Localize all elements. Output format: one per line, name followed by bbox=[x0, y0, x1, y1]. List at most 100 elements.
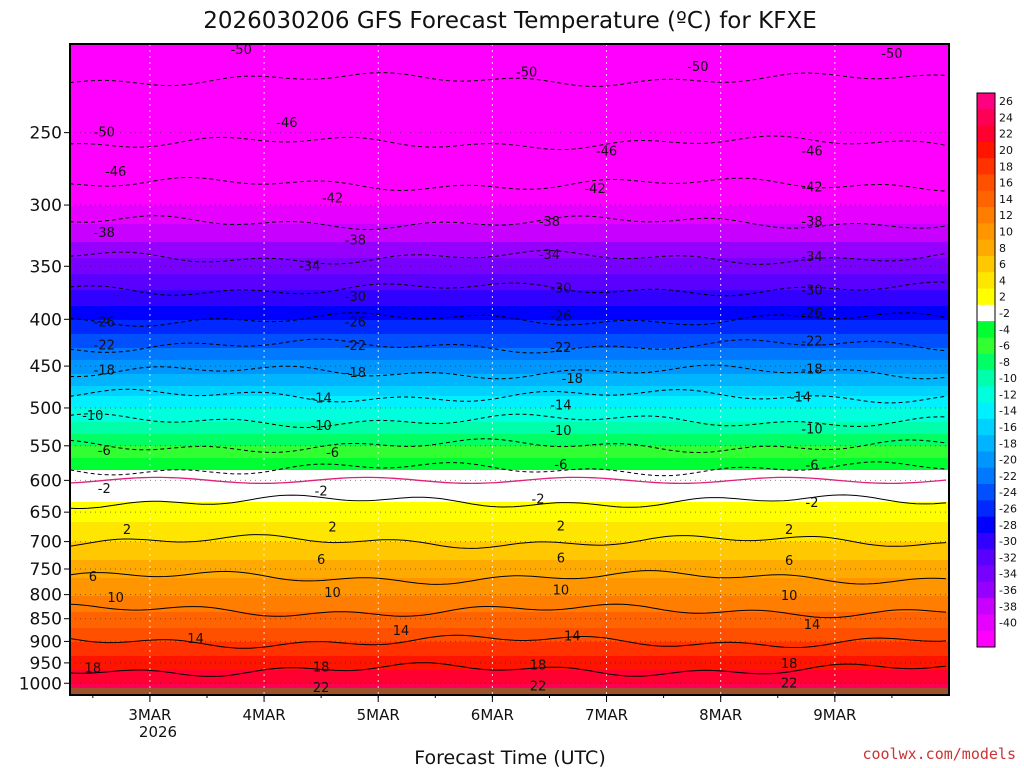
ground-layer bbox=[70, 687, 949, 695]
colorbar-swatch bbox=[977, 255, 995, 273]
colorbar-swatch bbox=[977, 272, 995, 290]
colorbar-swatch bbox=[977, 516, 995, 534]
contour-label: -34 bbox=[299, 259, 320, 274]
colorbar-label: -4 bbox=[999, 323, 1010, 336]
temperature-band bbox=[70, 422, 949, 435]
colorbar-label: -18 bbox=[999, 437, 1017, 450]
colorbar-label: -36 bbox=[999, 584, 1017, 597]
contour-label: -34 bbox=[539, 248, 560, 263]
y-tick-label: 600 bbox=[30, 471, 62, 491]
temperature-band bbox=[70, 290, 949, 307]
contour-label: -34 bbox=[801, 250, 822, 265]
y-tick-label: 750 bbox=[30, 560, 62, 580]
y-tick-label: 250 bbox=[30, 124, 62, 144]
temperature-band bbox=[70, 360, 949, 375]
contour-label: -38 bbox=[801, 215, 822, 230]
x-tick-year: 2026 bbox=[139, 723, 177, 741]
colorbar-label: -10 bbox=[999, 372, 1017, 385]
contour-label: -38 bbox=[345, 233, 366, 248]
chart-title: 2026030206 GFS Forecast Temperature (ºC)… bbox=[203, 8, 817, 34]
colorbar-label: -6 bbox=[999, 340, 1010, 353]
y-tick-label: 550 bbox=[30, 437, 62, 457]
temperature-band bbox=[70, 306, 949, 321]
contour-lines bbox=[70, 72, 947, 677]
contour-label: 10 bbox=[553, 584, 570, 599]
colorbar-label: 16 bbox=[999, 177, 1013, 190]
contour-label: -42 bbox=[322, 191, 343, 206]
colorbar-label: -24 bbox=[999, 486, 1017, 499]
colorbar-swatch bbox=[977, 304, 995, 322]
contour-label: 2 bbox=[557, 520, 565, 535]
colorbar-swatch bbox=[977, 288, 995, 306]
contour-line bbox=[70, 603, 947, 619]
contour-label: -2 bbox=[98, 482, 111, 497]
contour-label: -38 bbox=[539, 215, 560, 230]
colorbar-label: -12 bbox=[999, 388, 1017, 401]
colorbar-swatch bbox=[977, 190, 995, 208]
contour-label: -42 bbox=[584, 182, 605, 197]
contour-label: 22 bbox=[530, 679, 547, 694]
colorbar-swatch bbox=[977, 174, 995, 192]
colorbar-swatch bbox=[977, 207, 995, 224]
colorbar-label: -2 bbox=[999, 307, 1010, 320]
colorbar-swatch bbox=[977, 386, 995, 404]
contour-line bbox=[70, 494, 947, 509]
temperature-band bbox=[70, 470, 949, 503]
colorbar-swatch bbox=[977, 532, 995, 550]
contour-label: 6 bbox=[785, 554, 793, 569]
temperature-band bbox=[70, 542, 949, 561]
temperature-band bbox=[70, 348, 949, 361]
contour-label: 2 bbox=[123, 523, 131, 538]
temperature-band bbox=[70, 396, 949, 409]
x-axis-label: Forecast Time (UTC) bbox=[414, 747, 605, 768]
x-axis: 3MAR 4MAR 5MAR 6MAR 7MAR 8MAR 9MAR bbox=[92, 695, 893, 724]
temperature-band bbox=[70, 258, 949, 275]
contour-label: -50 bbox=[516, 66, 537, 81]
contour-label: -10 bbox=[82, 409, 103, 424]
contour-label: 18 bbox=[781, 657, 798, 672]
temperature-band bbox=[70, 446, 949, 459]
y-tick-label: 1000 bbox=[19, 674, 62, 694]
colorbar-swatch bbox=[977, 435, 995, 452]
contour-label: -14 bbox=[311, 391, 332, 406]
colorbar-swatch bbox=[977, 337, 995, 355]
colorbar-label: 2 bbox=[999, 291, 1006, 304]
contour-label: 6 bbox=[89, 570, 97, 585]
y-tick-label: 850 bbox=[30, 610, 62, 630]
colorbar-label: -32 bbox=[999, 551, 1017, 564]
temperature-band bbox=[70, 320, 949, 335]
colorbar-swatch bbox=[977, 321, 995, 338]
contour-label: 6 bbox=[557, 551, 565, 566]
colorbar-swatch bbox=[977, 239, 995, 257]
contour-label: 14 bbox=[187, 632, 204, 647]
x-tick-label: 4MAR bbox=[242, 706, 285, 724]
colorbar-label: -26 bbox=[999, 503, 1017, 516]
contour-label: -18 bbox=[801, 363, 822, 378]
contour-label: -50 bbox=[94, 126, 115, 141]
contour-label: 18 bbox=[530, 658, 547, 673]
colorbar-label: -38 bbox=[999, 600, 1017, 613]
x-tick-label: 8MAR bbox=[699, 706, 742, 724]
colorbar-frame bbox=[976, 92, 996, 648]
temperature-band bbox=[70, 596, 949, 613]
colorbar-label: 24 bbox=[999, 111, 1013, 124]
temperature-band bbox=[70, 242, 949, 259]
contour-label: -6 bbox=[326, 446, 339, 461]
colorbar-label: 26 bbox=[999, 95, 1013, 108]
colorbar-swatch bbox=[977, 451, 995, 469]
contour-label: -18 bbox=[94, 363, 115, 378]
contour-label: -10 bbox=[801, 423, 822, 438]
freezing-line bbox=[70, 476, 947, 485]
contour-label: -26 bbox=[550, 309, 571, 324]
contour-label: -18 bbox=[562, 372, 583, 387]
grid-lines bbox=[70, 44, 949, 695]
colorbar-label: -22 bbox=[999, 470, 1017, 483]
y-axis: 2503003504004505005506006507007508008509… bbox=[19, 124, 70, 694]
plot-frame bbox=[69, 43, 950, 696]
colorbar-label: -40 bbox=[999, 617, 1017, 630]
colorbar-swatch bbox=[977, 109, 995, 127]
contour-label: 6 bbox=[317, 553, 325, 568]
temperature-band bbox=[70, 374, 949, 387]
credit-text: coolwx.com/models bbox=[862, 745, 1016, 763]
temperature-band bbox=[70, 408, 949, 423]
